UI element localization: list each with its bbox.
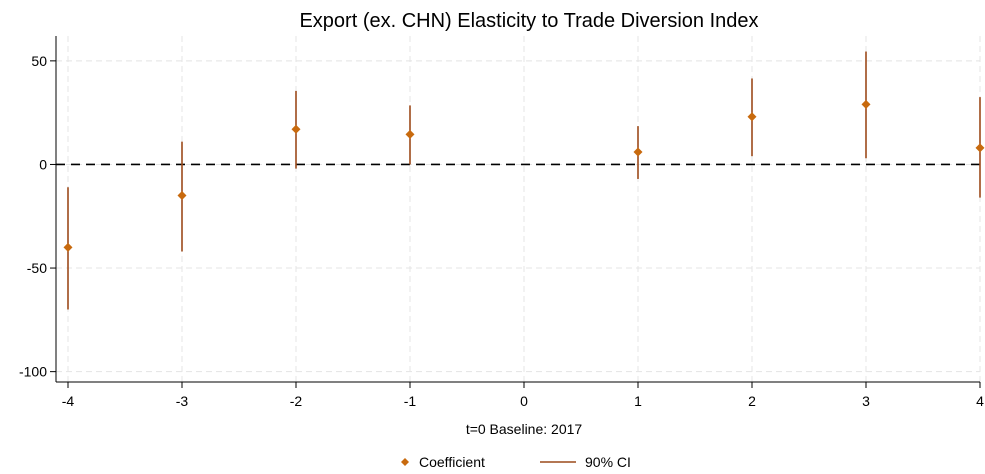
coefficient-point [862,100,871,109]
chart-title: Export (ex. CHN) Elasticity to Trade Div… [299,10,758,32]
coefficient-point [634,148,643,157]
y-tick-label: 50 [31,53,47,69]
legend-ci-label: 90% CI [585,454,631,470]
coefficient-point [64,243,73,252]
x-tick-label: -4 [62,393,75,409]
coefficient-point [748,112,757,121]
legend-coefficient-marker [401,458,409,466]
x-tick-label: -3 [176,393,189,409]
x-tick-label: 4 [976,393,984,409]
x-tick-label: -2 [290,393,303,409]
x-tick-label: 1 [634,393,642,409]
y-tick-label: -100 [19,364,47,380]
axes: 50 0 -50 -100 -4 -3 -2 -1 0 1 2 3 4 [19,36,984,409]
coefficient-point [406,130,415,139]
x-tick-label: -1 [404,393,417,409]
coefficient-point [976,143,985,152]
x-axis-label: t=0 Baseline: 2017 [466,421,583,437]
coefficient-point [178,191,187,200]
y-tick-label: 0 [39,156,47,172]
legend-coefficient-label: Coefficient [419,454,485,470]
x-tick-label: 0 [520,393,528,409]
legend: Coefficient 90% CI [401,454,631,470]
y-tick-label: -50 [27,260,47,276]
x-tick-label: 2 [748,393,756,409]
grid [56,36,980,382]
x-tick-label: 3 [862,393,870,409]
coefficient-point [292,125,301,134]
